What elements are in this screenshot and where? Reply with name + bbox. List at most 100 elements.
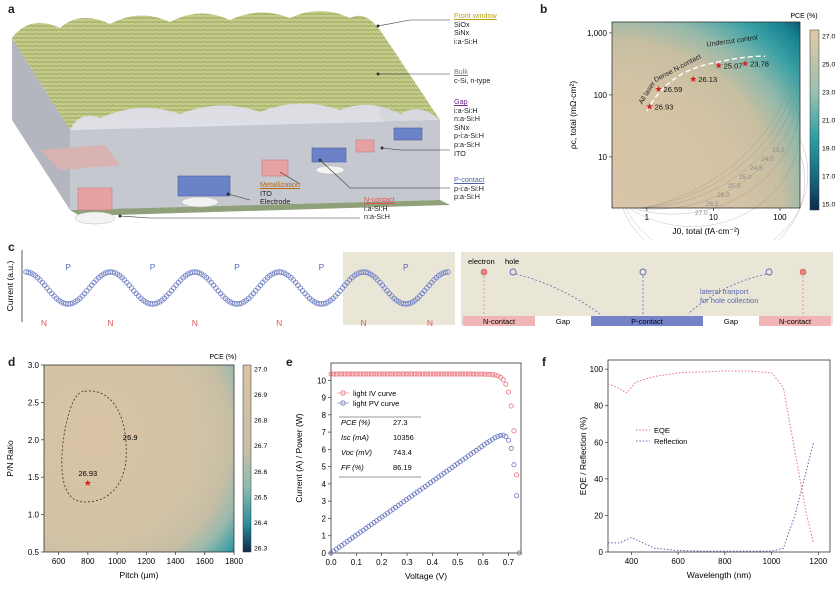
y-axis-label: EQE / Reflection (%) [578,417,588,496]
y-tick-label-9: 9 [322,394,327,403]
x-tick-label-5: 1600 [196,557,214,566]
x-tick-label-1: 800 [81,557,95,566]
series-line-1 [608,442,815,552]
peak-label-1: P [150,262,156,272]
iv-point-25 [395,371,401,377]
colorbar-title: PCE (%) [209,354,236,361]
y-tick-label-5: 5 [322,463,327,472]
y-tick-label-0: 0 [322,549,327,558]
iv-point-12 [360,371,366,377]
iv-point-36 [425,371,431,377]
y-tick-label-6: 6 [322,445,327,454]
table-key-0: PCE (%) [341,418,371,427]
hole-path-left [515,273,601,315]
peak-label-4: P [403,262,409,272]
iv-point-26 [398,371,404,377]
y-tick-label-3: 3 [322,497,327,506]
point-label-4: 23.78 [750,60,769,69]
x-axis-label: Wavelength (nm) [687,570,752,580]
iv-point-14 [366,371,372,377]
iv-point-56 [479,371,485,377]
x-tick-label-2: 0.2 [376,558,388,567]
iv-point-40 [436,371,442,377]
hole-label: hole [505,257,519,266]
colorbar-tick-7: 26.3 [254,546,267,553]
x-tick-label-1: 10 [709,213,718,222]
iv-point-68 [511,428,517,434]
iv-point-38 [430,371,436,377]
trough-label-3: N [276,318,282,328]
x-tick-label-3: 1200 [137,557,155,566]
transport-box [461,252,833,325]
point-star-4: ★ [741,59,749,69]
n-contact-block [77,187,113,211]
y-axis-label: Current (A) / Power (W) [294,413,304,502]
iv-point-6 [344,371,350,377]
y-tick-label-3: 2.0 [28,436,40,445]
x-tick-label-3: 0.3 [401,558,413,567]
profile-point-1 [25,269,32,275]
trough-label-0: N [41,318,47,328]
gap-line-4: p-i:a-Si:H [454,131,484,141]
p-contact-line-1: p-i:a-Si:H [454,183,484,193]
colorbar-tick-4: 19.0 [822,146,835,153]
panel-b-pce-map: 23.5 24.0 24.5 25.0 25.5 26.0 26.5 27.0 1 10 100 10… [568,13,835,240]
table-value-3: 86.19 [393,463,412,472]
contour-26-9 [61,390,127,503]
region-label-0: N-contact [483,317,516,326]
y-axis-label: Current (a.u.) [5,261,15,312]
iv-point-63 [497,374,503,380]
iv-point-4 [339,371,345,377]
trough-label-2: N [192,318,198,328]
iv-point-22 [387,371,393,377]
legend-label-1: Reflection [654,437,687,446]
point-star-1: ★ [654,84,662,94]
x-tick-label-2: 800 [718,557,732,566]
colorbar-tick-5: 26.5 [254,494,267,501]
x-tick-label-0: 0.0 [325,558,337,567]
iv-point-43 [444,371,450,377]
y-tick-label-3: 60 [594,438,603,447]
iv-point-20 [382,371,388,377]
iv-point-69 [514,472,520,478]
iv-point-39 [433,371,439,377]
iv-point-65 [503,381,509,387]
front-window-line-3: i:a-Si:H [454,36,478,46]
iv-point-15 [368,371,374,377]
profile-point-163 [405,301,411,307]
transport-note-2: for hole collection [700,296,758,305]
colorbar-tick-2: 26.8 [254,418,267,425]
n-contact-line-1: i:a-Si:H [364,203,388,213]
colorbar-tick-5: 17.0 [822,174,835,181]
y-tick-label-2: 1,000 [587,29,608,38]
point-label-2: 26.13 [698,75,717,84]
iv-point-67 [508,403,514,409]
iv-point-37 [428,371,434,377]
iv-point-50 [463,371,469,377]
hole-marker [509,268,517,276]
metallization-label: Metallization ITO Electrode [260,180,300,207]
profile-point-37 [110,269,116,275]
gap-label: Gap i:a-Si:H n:a-Si:H SiNx p-i:a-Si:H p:… [454,97,484,158]
textured-front-surface [12,11,440,130]
x-tick-label-1: 0.1 [351,558,363,567]
iv-point-45 [449,371,455,377]
pv-point-65 [503,433,509,439]
iv-point-55 [476,371,482,377]
profile-point-145 [363,269,369,275]
contour-line-4 [635,92,801,210]
iv-point-28 [403,371,409,377]
gap-line-2: n:a-Si:H [454,114,480,124]
point-label-0: 26.93 [655,103,674,112]
colorbar-tick-6: 15.0 [822,202,835,209]
n-contact-title: N-contact [364,195,395,204]
contour-label-7: 27.0 [695,210,708,217]
y-tick-label-8: 8 [322,411,327,420]
trough-label-5: N [427,318,433,328]
iv-point-5 [341,371,347,377]
gap-line-6: ITO [454,148,466,158]
x-axis-label: Voltage (V) [405,571,447,581]
optimum-star: ★ [84,478,92,488]
panel-e-iv-curve: 0.0 0.1 0.2 0.3 0.4 0.5 0.6 0.7 0 1 2 3 4 5 6 7 8 9 10 Volt… [294,362,522,581]
y-tick-label-5: 3.0 [28,361,40,370]
